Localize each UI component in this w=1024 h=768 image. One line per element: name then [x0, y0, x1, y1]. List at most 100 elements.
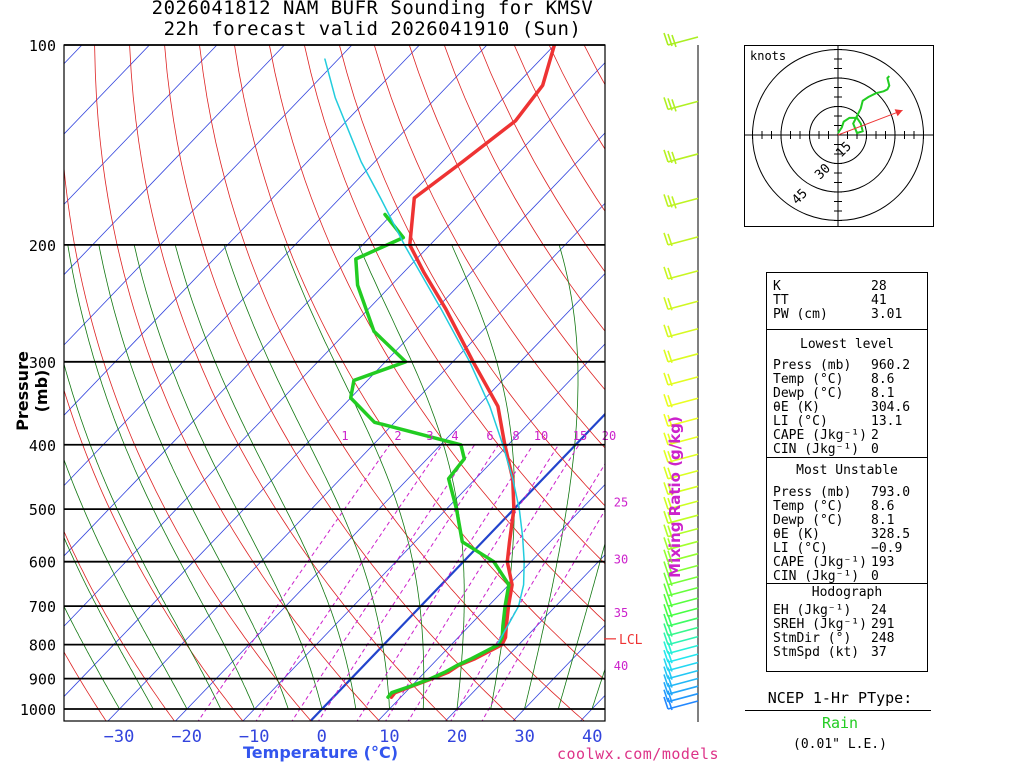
wind-barb: [663, 681, 699, 696]
wind-barb: [663, 449, 699, 464]
mixing-ratio-line: [407, 444, 580, 721]
wind-barb: [663, 496, 699, 511]
wind-barb: [663, 413, 699, 428]
ptype-value: Rain: [821, 714, 859, 732]
y-tick-label: 200: [29, 237, 56, 255]
isotherm: [646, 45, 745, 723]
site-link[interactable]: coolwx.com/models: [557, 745, 720, 763]
dry-adiabat: [443, 45, 605, 332]
stat-row: Dewp (°C) 8.1: [773, 513, 895, 528]
ptype-title: NCEP 1-Hr PType:: [767, 689, 913, 707]
mixing-ratio-line: [197, 444, 391, 721]
x-tick-label: 30: [514, 727, 534, 747]
dry-adiabat: [94, 45, 380, 721]
stat-row: θE (K) 328.5: [773, 527, 911, 542]
moist-adiabat: [283, 244, 425, 709]
isotherm: [444, 554, 605, 721]
stat-row: Temp (°C) 8.6: [773, 372, 895, 387]
y-tick-label: 600: [29, 554, 56, 572]
chart-title: 2026041812 NAM BUFR Sounding for KMSV: [151, 0, 594, 19]
mixing-ratio-label: 8: [512, 429, 519, 443]
wind-barb: [663, 372, 699, 387]
y-tick-label: 700: [29, 598, 56, 616]
isotherm: [64, 45, 555, 557]
wind-barb: [663, 149, 699, 165]
mixing-ratio-axis-label: Mixing Ratio (g/kg): [666, 416, 684, 578]
wind-barb: [663, 658, 699, 672]
stat-row: Dewp (°C) 8.1: [773, 386, 895, 401]
isotherm: [64, 45, 285, 276]
ptype-liquid-equivalent: (0.01" L.E.): [793, 737, 887, 752]
mixing-ratio-label: 3: [426, 429, 433, 443]
dry-adiabat: [129, 45, 449, 721]
wind-barb: [663, 613, 699, 628]
isotherm: [64, 45, 218, 205]
dewpoint-profile: [348, 212, 511, 699]
wind-barb: [663, 649, 699, 664]
isotherm: [64, 132, 605, 698]
dry-adiabat: [619, 45, 745, 723]
isotherm: [377, 483, 605, 721]
hodograph-header: Hodograph: [811, 585, 883, 600]
isotherm: [107, 202, 605, 721]
stat-row-k: K 28: [773, 279, 887, 294]
hodograph-ring-label: 15: [833, 139, 855, 161]
wind-barb: [663, 266, 699, 281]
stability-indices-panel: K 28 TT 41 PW (cm) 3.01 Lowest level Press …: [766, 272, 928, 672]
moist-adiabat: [524, 244, 579, 710]
y-axis-label: Pressure (mb): [13, 351, 51, 431]
stat-row: CIN (Jkg⁻¹) 0: [773, 442, 879, 457]
isotherm: [64, 62, 605, 627]
mixing-ratio-line: [255, 444, 443, 721]
stat-row: CAPE (Jkg⁻¹) 2: [773, 428, 879, 443]
wind-barb: [663, 689, 699, 703]
lowest-level-header: Lowest level: [800, 337, 894, 352]
y-tick-label: 800: [29, 637, 56, 655]
wind-barb: [663, 549, 699, 563]
moist-adiabat: [174, 244, 357, 710]
wind-barb: [663, 194, 699, 209]
moist-adiabat: [98, 244, 289, 710]
skew-t-diagram: 1 2 3 4 6 8 10 15 202530354010020030040050060070…: [20, 32, 745, 747]
wind-barb: [663, 232, 699, 247]
x-axis-label: Temperature (°C): [243, 743, 399, 762]
mixing-ratio-label: 2: [394, 429, 401, 443]
wind-barb: [663, 97, 699, 112]
lcl-label: LCL: [619, 633, 643, 648]
isotherm: [512, 624, 605, 721]
dry-adiabat: [304, 45, 605, 565]
isotherm: [64, 45, 353, 346]
mixing-ratio-label: 40: [614, 659, 628, 673]
mixing-ratio-label: 35: [614, 606, 628, 620]
isotherm: [713, 45, 745, 723]
wind-barb: [663, 593, 699, 608]
chart-subtitle: 22h forecast valid 2026041910 (Sun): [163, 18, 582, 40]
moist-adiabat: [223, 244, 390, 710]
stat-row: LI (°C) −0.9: [773, 541, 903, 556]
mixing-ratio-label: 6: [486, 429, 493, 443]
y-tick-label: 100: [29, 37, 56, 55]
dry-adiabat: [478, 45, 605, 273]
hodograph-ring-label: 30: [812, 161, 834, 183]
stat-row: EH (Jkg⁻¹) 24: [773, 603, 887, 618]
dry-adiabat: [373, 45, 605, 449]
x-tick-label: 40: [582, 727, 602, 747]
wind-barb: [663, 482, 699, 496]
mixing-ratio-line: [291, 444, 476, 721]
wind-barb: [663, 641, 699, 655]
wind-barb: [663, 466, 699, 480]
hodograph-unit-label: knots: [750, 49, 786, 63]
dry-adiabat: [199, 45, 585, 721]
wind-barb: [663, 604, 699, 618]
x-tick-label: −20: [171, 727, 202, 747]
x-tick-label: 10: [379, 727, 399, 747]
dry-adiabat: [64, 388, 244, 721]
most-unstable-header: Most Unstable: [796, 463, 898, 478]
dry-adiabat: [339, 45, 605, 507]
hodograph: knots 15 30 45: [744, 45, 934, 227]
mixing-ratio-label: 4: [451, 429, 458, 443]
isotherm: [242, 343, 605, 721]
dry-adiabat: [64, 651, 107, 721]
dry-adiabat: [408, 45, 605, 391]
hodograph-ring-label: 45: [789, 186, 811, 208]
